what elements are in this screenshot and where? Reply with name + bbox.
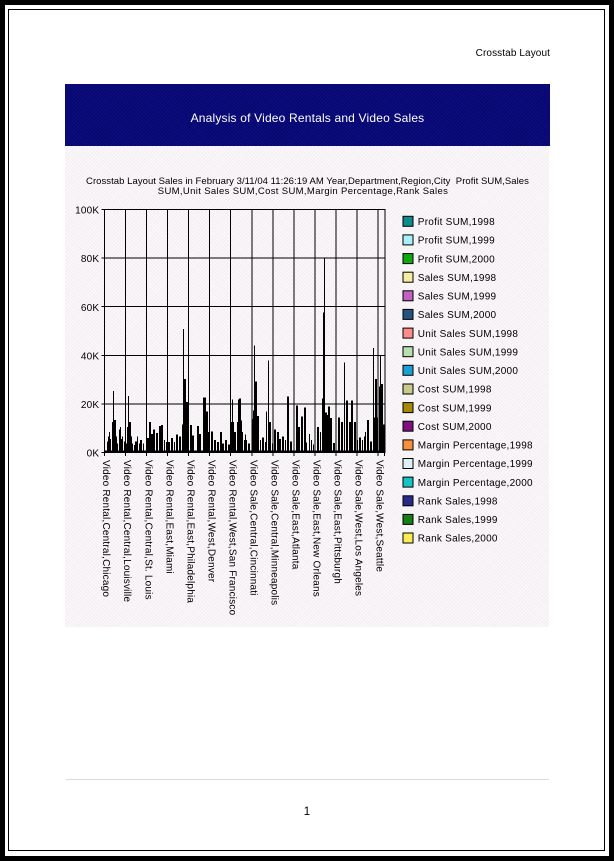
svg-text:Unit Sales SUM,2000: Unit Sales SUM,2000 (418, 366, 519, 377)
svg-text:Rank Sales,1998: Rank Sales,1998 (418, 496, 498, 507)
svg-text:Video Rental,East,Philadelphia: Video Rental,East,Philadelphia (184, 460, 195, 603)
svg-text:Video Rental,Central,Chicago: Video Rental,Central,Chicago (100, 460, 111, 597)
svg-text:60K: 60K (81, 303, 100, 314)
svg-text:Sales SUM,1999: Sales SUM,1999 (418, 292, 497, 303)
svg-text:Unit Sales SUM,1998: Unit Sales SUM,1998 (418, 329, 519, 340)
svg-text:Sales SUM,1998: Sales SUM,1998 (418, 273, 497, 284)
svg-text:Margin Percentage,1999: Margin Percentage,1999 (418, 459, 533, 470)
svg-text:Sales SUM,2000: Sales SUM,2000 (418, 310, 497, 321)
svg-text:Video Sale,East,Atlanta: Video Sale,East,Atlanta (290, 460, 301, 570)
svg-text:Cost SUM,1999: Cost SUM,1999 (418, 403, 492, 414)
svg-text:Video Rental,West,Denver: Video Rental,West,Denver (205, 460, 216, 583)
svg-text:Video Rental,Central,Louisvill: Video Rental,Central,Louisville (121, 460, 132, 602)
svg-text:Margin Percentage,2000: Margin Percentage,2000 (418, 478, 533, 489)
svg-text:Rank Sales,1999: Rank Sales,1999 (418, 515, 498, 526)
svg-text:Video Rental,East,Miami: Video Rental,East,Miami (163, 460, 174, 574)
svg-text:Unit Sales SUM,1999: Unit Sales SUM,1999 (418, 347, 519, 358)
svg-text:Profit SUM,1998: Profit SUM,1998 (418, 217, 495, 228)
svg-text:Video Sale,East,New Orleans: Video Sale,East,New Orleans (311, 460, 322, 597)
svg-text:Video Rental,Central,St. Louis: Video Rental,Central,St. Louis (142, 460, 153, 600)
svg-text:Video Sale,Central,Minneapolis: Video Sale,Central,Minneapolis (269, 460, 280, 605)
svg-text:Cost SUM,1998: Cost SUM,1998 (418, 385, 492, 396)
svg-text:40K: 40K (81, 351, 100, 362)
svg-text:Video Sale,West,Los Angeles: Video Sale,West,Los Angeles (353, 460, 364, 596)
svg-text:Video Sale,West,Seattle: Video Sale,West,Seattle (374, 460, 385, 572)
svg-text:80K: 80K (81, 254, 100, 265)
svg-text:Video Sale,Central,Cincinnati: Video Sale,Central,Cincinnati (248, 460, 259, 596)
svg-text:Video Rental,West,San Francisc: Video Rental,West,San Francisco (226, 460, 237, 616)
svg-text:Video Sale,East,Pittsburgh: Video Sale,East,Pittsburgh (332, 460, 343, 584)
svg-text:20K: 20K (81, 400, 100, 411)
svg-text:100K: 100K (75, 206, 99, 217)
svg-text:Cost SUM,2000: Cost SUM,2000 (418, 422, 492, 433)
svg-text:Rank Sales,2000: Rank Sales,2000 (418, 534, 498, 545)
svg-text:0K: 0K (87, 449, 100, 460)
svg-text:Margin Percentage,1998: Margin Percentage,1998 (418, 441, 533, 452)
svg-text:Profit SUM,1999: Profit SUM,1999 (418, 236, 495, 247)
svg-text:Profit SUM,2000: Profit SUM,2000 (418, 254, 495, 265)
